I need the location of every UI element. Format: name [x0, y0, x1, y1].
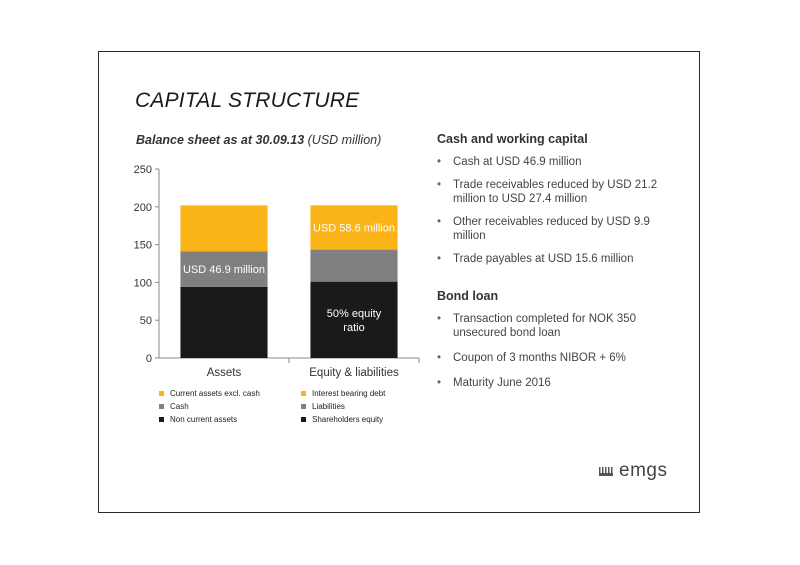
bullet-list: • Transaction completed for NOK 350 unsecu…	[437, 312, 687, 390]
slide-title: CAPITAL STRUCTURE	[135, 89, 360, 112]
data-label: USD 58.6 million	[313, 222, 395, 234]
bullet-text: Coupon of 3 months NIBOR + 6%	[453, 352, 626, 364]
bullet-text: Cash at USD 46.9 million	[453, 156, 582, 168]
y-tick-label: 0	[146, 353, 152, 365]
bar-segment-cash	[180, 251, 268, 287]
legend-swatch	[301, 417, 306, 422]
emgs-logo-text: emgs	[619, 460, 668, 481]
bullet-dot-icon: •	[437, 156, 442, 168]
bullet-item: • Other receivables reduced by USD 9.9 mil…	[437, 215, 687, 243]
legend-item: Current assets excl. cash	[159, 389, 260, 398]
right-panel: Cash and working capital • Cash at USD 46.…	[437, 132, 687, 390]
bullet-dot-icon: •	[437, 253, 442, 265]
balance-sheet-chart: 0 50 100 150 200 250 Assets Equity & liabilitie…	[134, 164, 420, 379]
bullet-dot-icon: •	[437, 216, 442, 228]
legend-label: Cash	[170, 402, 189, 411]
bar-segment-current-assets-excl-cash	[180, 205, 268, 252]
bullet-text: Other receivables reduced by USD 9.9	[453, 216, 650, 228]
y-tick-label: 150	[134, 240, 152, 252]
bullet-dot-icon: •	[437, 352, 442, 364]
bullet-item: • Maturity June 2016	[437, 376, 687, 390]
legend-label: Current assets excl. cash	[170, 389, 260, 398]
legend-swatch	[159, 391, 164, 396]
slide-frame: CAPITAL STRUCTURE Balance sheet as at 30…	[98, 51, 700, 513]
bar-segment-non-current-assets	[180, 286, 268, 358]
chart-subtitle-units: (USD million)	[304, 133, 382, 147]
bullet-dot-icon: •	[437, 377, 442, 389]
bullet-item: • Transaction completed for NOK 350 unsecu…	[437, 312, 687, 340]
bullet-text: Transaction completed for NOK 350	[453, 313, 637, 325]
data-label: 50% equity	[327, 308, 382, 320]
legend-label: Liabilities	[312, 402, 345, 411]
bullet-text: Trade receivables reduced by USD 21.2	[453, 179, 658, 191]
y-tick-label: 100	[134, 277, 152, 289]
bullet-item: • Coupon of 3 months NIBOR + 6%	[437, 351, 687, 365]
legend-swatch	[301, 404, 306, 409]
section-heading: Cash and working capital	[437, 132, 588, 146]
legend-label: Interest bearing debt	[312, 389, 386, 398]
x-tick-label: Equity & liabilities	[309, 367, 399, 379]
legend-label: Non current assets	[170, 415, 238, 424]
bullet-text: million to USD 27.4 million	[453, 193, 588, 205]
bullet-dot-icon: •	[437, 179, 442, 191]
legend-item: Cash	[159, 402, 189, 411]
bullet-item: • Trade payables at USD 15.6 million	[437, 252, 687, 266]
bar-segment-shareholders-equity	[310, 281, 398, 358]
y-tick-label: 200	[134, 202, 152, 214]
bullet-dot-icon: •	[437, 313, 442, 325]
legend-item: Liabilities	[301, 402, 345, 411]
legend-label: Shareholders equity	[312, 415, 384, 424]
bullet-item: • Trade receivables reduced by USD 21.2 mi…	[437, 178, 687, 206]
legend-item: Interest bearing debt	[301, 389, 385, 398]
bullet-text: Maturity June 2016	[453, 377, 551, 389]
x-tick-label: Assets	[207, 367, 242, 379]
emgs-logo: emgs	[599, 460, 667, 482]
legend-swatch	[159, 417, 164, 422]
legend-item: Non current assets	[159, 415, 237, 424]
bullet-text: Trade payables at USD 15.6 million	[453, 253, 634, 265]
y-tick-label: 50	[140, 315, 152, 327]
legend-swatch	[301, 391, 306, 396]
bullet-text: million	[453, 230, 486, 242]
bullet-text: unsecured bond loan	[453, 327, 561, 339]
y-tick-label: 250	[134, 164, 152, 176]
data-label: ratio	[343, 322, 364, 334]
section-heading: Bond loan	[437, 289, 499, 303]
chart-subtitle-bold: Balance sheet as at 30.09.13	[136, 133, 305, 147]
bar-segment-liabilities	[310, 249, 398, 282]
bar-segment-interest-bearing-debt	[310, 205, 398, 250]
chart-subtitle: Balance sheet as at 30.09.13 (USD millio…	[136, 133, 381, 147]
emgs-logo-mark-icon	[599, 467, 613, 476]
bullet-item: • Cash at USD 46.9 million	[437, 155, 687, 169]
bullet-list: • Cash at USD 46.9 million • Trade receivab…	[437, 155, 687, 266]
legend-item: Shareholders equity	[301, 415, 383, 424]
legend-swatch	[159, 404, 164, 409]
data-label: USD 46.9 million	[183, 264, 265, 276]
